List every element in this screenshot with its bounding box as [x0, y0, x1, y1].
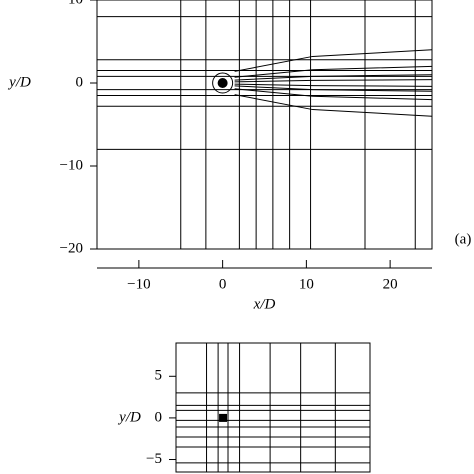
x-axis-label: x/D: [253, 296, 276, 312]
wake-line: [234, 65, 433, 78]
x-tick-label: 10: [299, 276, 314, 292]
x-tick-label: 20: [383, 276, 398, 292]
y-axis-label: y/D: [117, 409, 141, 425]
body: [219, 413, 228, 422]
y-tick-label: 0: [155, 409, 163, 425]
y-tick-label: 10: [68, 0, 83, 7]
y-axis-label: y/D: [7, 74, 31, 90]
wake-line: [234, 88, 433, 101]
x-tick-label: −10: [127, 276, 150, 292]
y-tick-label: 5: [155, 368, 163, 384]
wake-line: [234, 85, 433, 92]
plot-frame: [96, 0, 433, 250]
y-tick-label: −5: [146, 451, 162, 467]
wake-line: [234, 79, 433, 83]
x-tick-label: 0: [219, 276, 227, 292]
panel-label: (a): [455, 231, 472, 247]
plot-frame: [175, 342, 371, 473]
wake-line: [234, 49, 433, 72]
wake-line: [234, 94, 433, 117]
y-tick-label: 0: [76, 74, 84, 90]
wake-line: [234, 74, 433, 81]
y-tick-label: −20: [60, 240, 83, 256]
body: [217, 78, 228, 88]
y-tick-label: −10: [60, 157, 83, 173]
wake-line: [234, 83, 433, 87]
body-mesh: [212, 72, 234, 94]
